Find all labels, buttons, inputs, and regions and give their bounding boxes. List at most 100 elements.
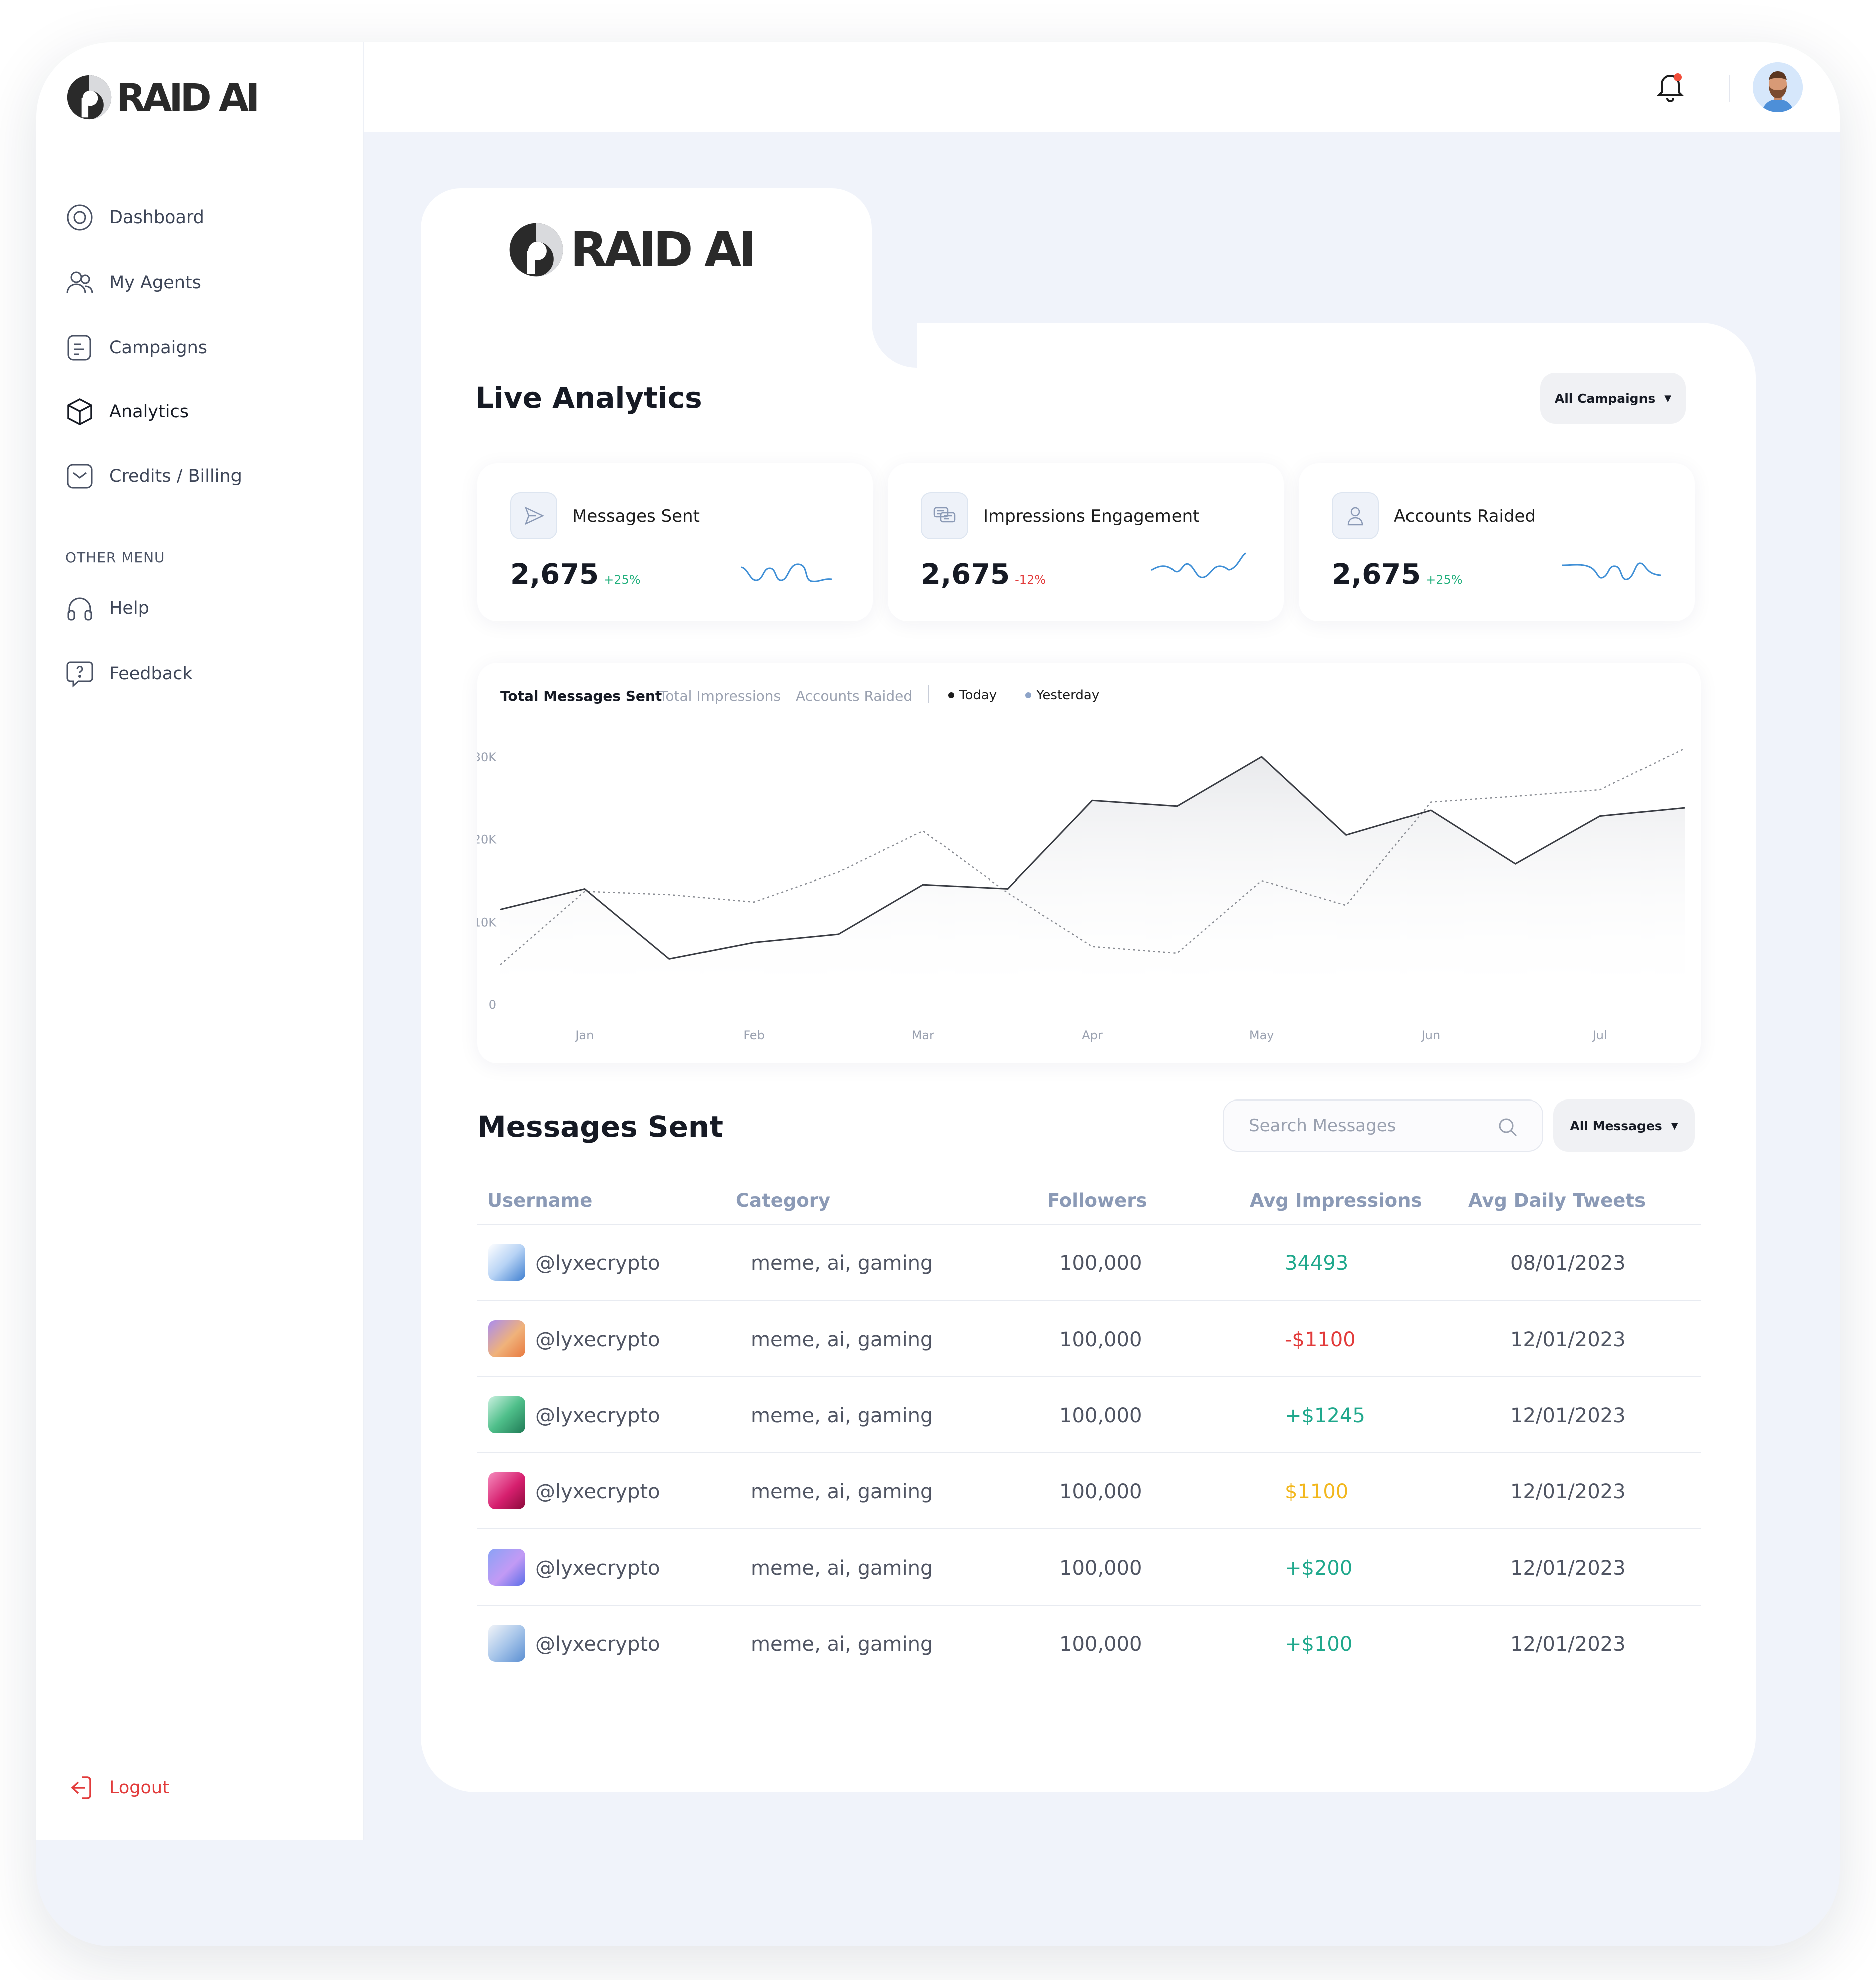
table-row[interactable]: @lyxecrypto meme, ai, gaming 100,000 $1100 1… xyxy=(477,1452,1701,1529)
sparkline xyxy=(740,563,832,582)
user-avatar xyxy=(488,1549,525,1586)
table-row[interactable]: @lyxecrypto meme, ai, gaming 100,000 -$1100… xyxy=(477,1300,1701,1377)
legend-yesterday-dot xyxy=(1025,692,1031,698)
top-bar xyxy=(364,42,1840,132)
x-tick-label: Apr xyxy=(1082,1028,1103,1042)
user-avatar xyxy=(488,1320,525,1357)
brand-logo-icon xyxy=(67,75,112,120)
user-icon xyxy=(1332,492,1379,539)
table-row[interactable]: @lyxecrypto meme, ai, gaming 100,000 +$200 1… xyxy=(477,1528,1701,1606)
notification-dot xyxy=(1674,73,1682,81)
category-cell: meme, ai, gaming xyxy=(751,1328,933,1351)
document-icon xyxy=(67,335,91,361)
username-cell[interactable]: @lyxecrypto xyxy=(535,1404,660,1427)
stat-change: +25% xyxy=(604,573,641,587)
caret-down-icon: ▼ xyxy=(1671,1120,1678,1131)
stat-card-impressions: Impressions Engagement 2,675 -12% xyxy=(888,463,1284,621)
x-tick-label: Jan xyxy=(574,1028,594,1042)
messages-filter-dropdown[interactable]: All Messages ▼ xyxy=(1553,1099,1695,1152)
column-header-avg-impressions[interactable]: Avg Impressions xyxy=(1250,1190,1422,1211)
stat-label: Impressions Engagement xyxy=(983,506,1200,526)
tab-total-messages-sent[interactable]: Total Messages Sent xyxy=(500,688,662,704)
stat-value: 2,675 xyxy=(921,558,1010,591)
impressions-cell: 34493 xyxy=(1285,1252,1349,1275)
sidebar-item-analytics[interactable]: Analytics xyxy=(65,392,189,432)
topbar-divider xyxy=(1729,75,1730,102)
logout-label: Logout xyxy=(109,1778,169,1798)
help-bubble-icon xyxy=(66,661,93,688)
logout-button[interactable]: Logout xyxy=(65,1773,169,1802)
column-header-category[interactable]: Category xyxy=(736,1190,831,1211)
sidebar-item-label: Credits / Billing xyxy=(109,466,242,486)
search-input[interactable]: Search Messages xyxy=(1223,1099,1543,1152)
logout-icon xyxy=(71,1776,91,1799)
column-header-avg-daily-tweets[interactable]: Avg Daily Tweets xyxy=(1468,1190,1646,1211)
date-cell: 12/01/2023 xyxy=(1510,1557,1626,1580)
y-tick-label: 10K xyxy=(477,915,497,929)
caret-down-icon: ▼ xyxy=(1664,393,1672,404)
followers-cell: 100,000 xyxy=(1059,1633,1142,1656)
table-row[interactable]: @lyxecrypto meme, ai, gaming 100,000 +$100 1… xyxy=(477,1605,1701,1682)
column-header-username[interactable]: Username xyxy=(487,1190,593,1211)
impressions-cell: +$1245 xyxy=(1285,1404,1365,1427)
stat-card-accounts-raided: Accounts Raided 2,675 +25% xyxy=(1299,463,1695,621)
sidebar-item-campaigns[interactable]: Campaigns xyxy=(65,328,207,368)
tab-accounts-raided[interactable]: Accounts Raided xyxy=(796,688,913,704)
messages-filter-label: All Messages xyxy=(1570,1118,1662,1133)
date-cell: 12/01/2023 xyxy=(1510,1633,1626,1656)
chat-icon xyxy=(921,492,968,539)
headphones-icon xyxy=(67,597,92,621)
bell-icon[interactable] xyxy=(1653,69,1688,104)
legend-yesterday: Yesterday xyxy=(1025,688,1099,703)
username-cell[interactable]: @lyxecrypto xyxy=(535,1252,660,1275)
table-row[interactable]: @lyxecrypto meme, ai, gaming 100,000 +$1245… xyxy=(477,1376,1701,1453)
today-area xyxy=(500,757,1685,1004)
tab-total-impressions[interactable]: Total Impressions xyxy=(659,688,781,704)
stat-label: Accounts Raided xyxy=(1394,506,1536,526)
followers-cell: 100,000 xyxy=(1059,1328,1142,1351)
category-cell: meme, ai, gaming xyxy=(751,1404,933,1427)
category-cell: meme, ai, gaming xyxy=(751,1480,933,1503)
brand-name: RAID AI xyxy=(116,75,260,120)
stat-value-row: 2,675 +25% xyxy=(510,558,641,591)
sidebar-item-help[interactable]: Help xyxy=(65,588,149,628)
impressions-cell: +$200 xyxy=(1285,1557,1353,1580)
column-header-followers[interactable]: Followers xyxy=(1047,1190,1147,1211)
sidebar-item-label: Dashboard xyxy=(109,207,204,228)
chart-tabs-divider xyxy=(928,685,929,703)
sidebar-item-dashboard[interactable]: Dashboard xyxy=(65,197,204,238)
avatar[interactable] xyxy=(1753,62,1803,112)
sidebar-item-label: Campaigns xyxy=(109,338,208,358)
stat-value-row: 2,675 +25% xyxy=(1332,558,1463,591)
user-avatar xyxy=(488,1244,525,1281)
username-cell[interactable]: @lyxecrypto xyxy=(535,1480,660,1503)
sidebar-item-label: Analytics xyxy=(109,402,189,422)
username-cell[interactable]: @lyxecrypto xyxy=(535,1328,660,1351)
date-cell: 12/01/2023 xyxy=(1510,1404,1626,1427)
category-cell: meme, ai, gaming xyxy=(751,1252,933,1275)
line-chart: 0 10K 20K 30K Jan Feb Mar Apr May Jun Jul xyxy=(477,748,1685,1042)
table-row[interactable]: @lyxecrypto meme, ai, gaming 100,000 34493 0… xyxy=(477,1224,1701,1301)
sidebar-item-feedback[interactable]: Feedback xyxy=(65,653,193,694)
brand-name: RAID AI xyxy=(570,222,756,278)
stat-label: Messages Sent xyxy=(572,506,700,526)
user-avatar xyxy=(488,1472,525,1509)
sidebar-item-my-agents[interactable]: My Agents xyxy=(65,263,201,303)
user-avatar xyxy=(488,1396,525,1433)
x-tick-label: Mar xyxy=(912,1028,934,1042)
envelope-icon xyxy=(67,464,93,489)
sidebar-logo[interactable]: RAID AI xyxy=(65,73,260,121)
stat-value: 2,675 xyxy=(510,558,599,591)
campaign-filter-dropdown[interactable]: All Campaigns ▼ xyxy=(1540,373,1686,424)
page-title: Live Analytics xyxy=(475,381,702,415)
category-cell: meme, ai, gaming xyxy=(751,1633,933,1656)
sidebar-item-credits-billing[interactable]: Credits / Billing xyxy=(65,456,242,496)
user-avatar xyxy=(488,1625,525,1662)
stat-card-messages-sent: Messages Sent 2,675 +25% xyxy=(477,463,873,621)
username-cell[interactable]: @lyxecrypto xyxy=(535,1633,660,1656)
username-cell[interactable]: @lyxecrypto xyxy=(535,1557,660,1580)
impressions-cell: -$1100 xyxy=(1285,1328,1356,1351)
followers-cell: 100,000 xyxy=(1059,1252,1142,1275)
messages-chart-panel: Total Messages Sent Total Impressions Ac… xyxy=(477,663,1701,1063)
messages-section-title: Messages Sent xyxy=(477,1110,723,1144)
